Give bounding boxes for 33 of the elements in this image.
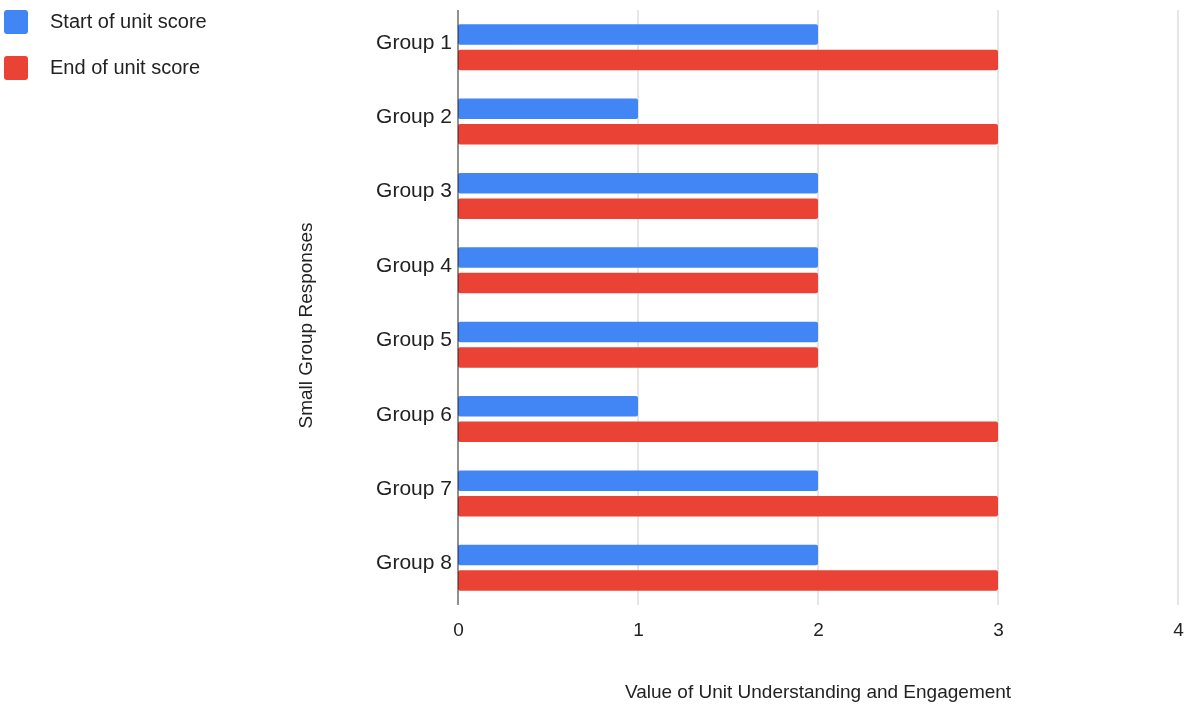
bar [458, 496, 998, 517]
bar [458, 124, 998, 145]
y-axis-title: Small Group Responses [295, 222, 316, 429]
bar [458, 347, 818, 368]
x-axis-title: Value of Unit Understanding and Engagement [624, 681, 1012, 702]
bar [458, 98, 638, 119]
x-tick-label: 1 [633, 619, 644, 641]
bar [458, 172, 818, 194]
y-tick-label: Group 2 [376, 104, 452, 128]
legend-label: Start of unit score [50, 10, 207, 33]
x-tick-label: 3 [993, 619, 1004, 641]
bar [458, 272, 818, 294]
legend-label: End of unit score [50, 56, 201, 79]
bar [458, 421, 998, 443]
x-tick-label: 2 [813, 619, 824, 641]
bar [458, 198, 818, 219]
y-tick-label: Group 7 [376, 475, 452, 499]
x-tick-label: 4 [1173, 619, 1185, 641]
bar [458, 570, 998, 591]
bar [458, 49, 998, 71]
bar [458, 24, 818, 45]
y-tick-label: Group 6 [376, 401, 452, 425]
y-tick-label: Group 5 [376, 327, 452, 351]
bar [458, 544, 818, 566]
y-tick-label: Group 1 [376, 29, 452, 53]
bar [458, 396, 638, 417]
x-tick-label: 0 [453, 619, 464, 641]
bar [458, 470, 818, 491]
bar [458, 247, 818, 268]
y-tick-label: Group 4 [376, 252, 453, 276]
y-tick-label: Group 8 [376, 550, 452, 574]
bar [458, 321, 818, 343]
y-tick-label: Group 3 [376, 178, 452, 202]
